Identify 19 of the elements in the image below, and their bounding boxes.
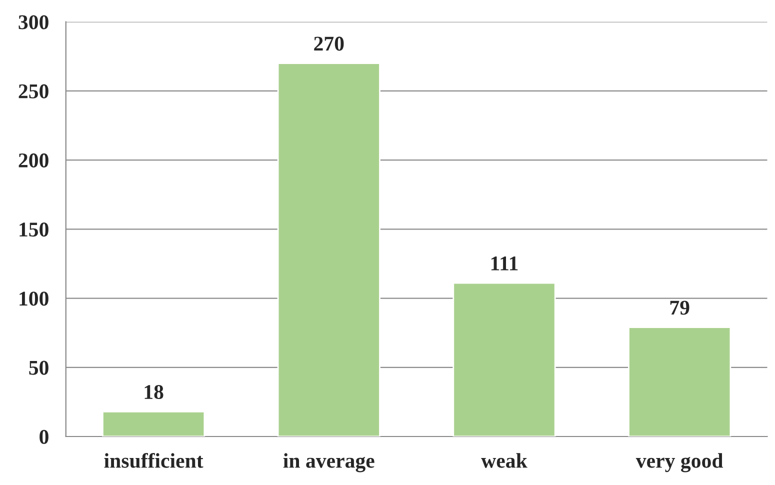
x-tick-label: very good (636, 453, 724, 472)
y-tick-label: 150 (20, 222, 48, 237)
y-tick-label: 300 (18, 15, 48, 30)
x-tick-label: weak (481, 453, 528, 468)
y-tick-label: 250 (18, 84, 48, 98)
data-label: 111 (491, 256, 518, 270)
data-label: 18 (144, 384, 164, 400)
bar (452, 282, 556, 436)
bar (102, 410, 206, 436)
y-tick-label: 200 (18, 153, 48, 168)
y-tick-label: 0 (40, 430, 48, 444)
x-tick-label: in average (283, 453, 374, 472)
data-label: 270 (314, 36, 344, 51)
y-tick-label: 100 (20, 292, 48, 306)
x-tick-label: insufficient (104, 452, 204, 468)
bar (628, 326, 732, 436)
bar (277, 62, 380, 436)
data-label: 79 (670, 300, 690, 315)
y-tick-label: 50 (29, 360, 48, 375)
